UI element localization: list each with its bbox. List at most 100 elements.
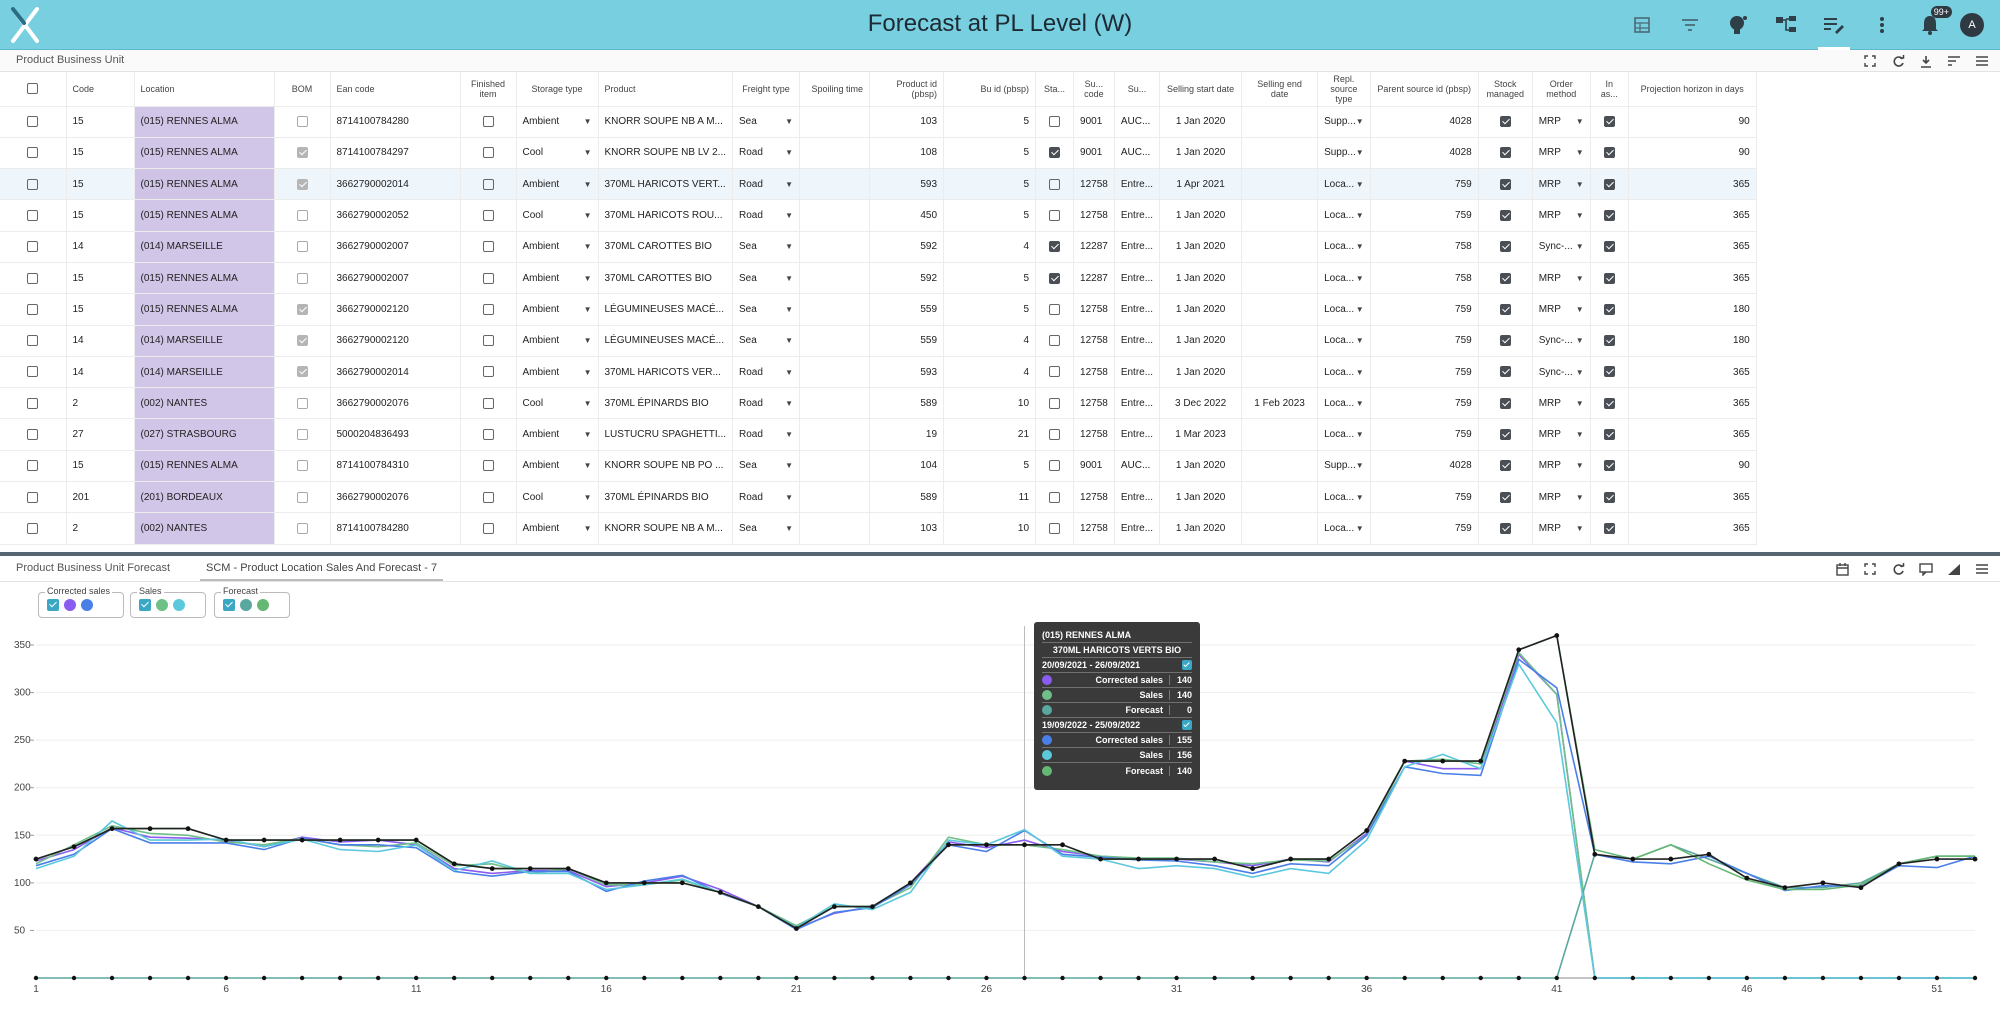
dropdown-arrow-icon[interactable]: ▼ xyxy=(1355,304,1364,314)
col-header[interactable]: Su... code xyxy=(1073,72,1115,107)
col-header[interactable]: Parent source id (pbsp) xyxy=(1370,72,1479,107)
cell-bom-checkbox[interactable] xyxy=(274,325,331,357)
checkbox[interactable] xyxy=(27,522,39,534)
checkbox[interactable] xyxy=(27,397,39,409)
checkbox[interactable] xyxy=(1049,209,1061,221)
row-select-checkbox[interactable] xyxy=(0,356,67,389)
cell-bom-checkbox[interactable] xyxy=(274,168,331,201)
checkbox[interactable] xyxy=(1499,460,1511,472)
row-select-checkbox[interactable] xyxy=(0,168,67,201)
dropdown-arrow-icon[interactable]: ▼ xyxy=(1575,367,1584,377)
checkbox[interactable] xyxy=(482,116,494,128)
checkbox[interactable] xyxy=(482,397,494,409)
row-select-checkbox[interactable] xyxy=(0,481,67,514)
col-header[interactable]: Sta... xyxy=(1035,72,1075,107)
dropdown-arrow-icon[interactable]: ▼ xyxy=(583,179,592,189)
dropdown-arrow-icon[interactable]: ▼ xyxy=(1575,430,1584,440)
checkbox[interactable] xyxy=(482,460,494,472)
cell-storage-type-dropdown[interactable]: Ambient ▼ xyxy=(516,512,599,545)
cell-finished-item-checkbox[interactable] xyxy=(460,199,517,232)
legend-group-forecast[interactable]: Forecast xyxy=(214,586,290,618)
table-row[interactable]: 15 (015) RENNES ALMA 3662790002052 Cool ▼ 370… xyxy=(0,199,1757,232)
cell-status-checkbox[interactable] xyxy=(1035,450,1075,483)
cell-freight-type-dropdown[interactable]: Sea ▼ xyxy=(732,262,801,295)
comment-icon[interactable] xyxy=(1918,561,1934,577)
dropdown-arrow-icon[interactable]: ▼ xyxy=(583,430,592,440)
legend-dot[interactable] xyxy=(156,599,168,611)
dropdown-arrow-icon[interactable]: ▼ xyxy=(583,524,592,533)
cell-status-checkbox[interactable] xyxy=(1035,325,1075,357)
legend-dot[interactable] xyxy=(240,599,252,611)
checkbox[interactable] xyxy=(482,178,494,190)
dropdown-arrow-icon[interactable]: ▼ xyxy=(785,492,794,502)
cell-repl-source-type-dropdown[interactable]: Loca... ▼ xyxy=(1317,356,1371,389)
cell-in-assortment-checkbox[interactable] xyxy=(1590,418,1629,451)
col-header[interactable]: Storage type xyxy=(516,72,599,107)
dropdown-arrow-icon[interactable]: ▼ xyxy=(1355,398,1364,408)
cell-in-assortment-checkbox[interactable] xyxy=(1590,356,1629,389)
checkbox[interactable] xyxy=(482,209,494,221)
menu-icon[interactable] xyxy=(1974,561,1990,577)
checkbox[interactable] xyxy=(296,522,308,534)
cell-in-assortment-checkbox[interactable] xyxy=(1590,387,1629,420)
col-header[interactable]: Stock managed xyxy=(1478,72,1533,107)
checkbox[interactable] xyxy=(1499,241,1511,253)
cell-stock-managed-checkbox[interactable] xyxy=(1478,450,1533,483)
legend-dot[interactable] xyxy=(64,599,76,611)
cell-order-method-dropdown[interactable]: MRP ▼ xyxy=(1532,418,1591,451)
checkbox[interactable] xyxy=(1603,429,1615,441)
cell-in-assortment-checkbox[interactable] xyxy=(1590,481,1629,514)
cell-storage-type-dropdown[interactable]: Ambient ▼ xyxy=(516,262,599,295)
dropdown-arrow-icon[interactable]: ▼ xyxy=(1355,461,1364,471)
checkbox[interactable] xyxy=(1499,397,1511,409)
checkbox[interactable] xyxy=(482,147,494,159)
checkbox[interactable] xyxy=(1049,460,1061,472)
cell-repl-source-type-dropdown[interactable]: Loca... ▼ xyxy=(1317,325,1371,357)
legend-checkbox[interactable] xyxy=(139,599,151,611)
cell-status-checkbox[interactable] xyxy=(1035,262,1075,295)
cell-status-checkbox[interactable] xyxy=(1035,293,1075,326)
user-avatar[interactable]: A xyxy=(1960,13,1984,37)
row-select-checkbox[interactable] xyxy=(0,325,67,357)
col-header[interactable]: Selling end date xyxy=(1241,72,1319,107)
dropdown-arrow-icon[interactable]: ▼ xyxy=(785,430,794,440)
cell-repl-source-type-dropdown[interactable]: Loca... ▼ xyxy=(1317,262,1371,295)
cell-storage-type-dropdown[interactable]: Cool ▼ xyxy=(516,481,599,514)
col-header[interactable]: Location xyxy=(134,72,275,107)
panel-splitter[interactable] xyxy=(0,552,2000,556)
checkbox[interactable] xyxy=(27,429,39,441)
cell-stock-managed-checkbox[interactable] xyxy=(1478,262,1533,295)
col-header[interactable]: Projection horizon in days xyxy=(1628,72,1757,107)
dropdown-arrow-icon[interactable]: ▼ xyxy=(1575,461,1584,471)
dropdown-arrow-icon[interactable]: ▼ xyxy=(1355,211,1364,221)
calendar-icon[interactable] xyxy=(1834,561,1850,577)
dropdown-arrow-icon[interactable]: ▼ xyxy=(1575,524,1584,533)
cell-order-method-dropdown[interactable]: MRP ▼ xyxy=(1532,199,1591,232)
checkbox[interactable] xyxy=(27,366,39,378)
dropdown-arrow-icon[interactable]: ▼ xyxy=(1575,148,1584,158)
dropdown-arrow-icon[interactable]: ▼ xyxy=(583,273,592,283)
checkbox[interactable] xyxy=(1499,522,1511,534)
checkbox[interactable] xyxy=(27,303,39,315)
table-row[interactable]: 15 (015) RENNES ALMA 3662790002007 Ambient ▼… xyxy=(0,262,1757,295)
cell-storage-type-dropdown[interactable]: Ambient ▼ xyxy=(516,168,599,201)
checkbox[interactable] xyxy=(296,429,308,441)
checkbox[interactable] xyxy=(27,209,39,221)
cell-order-method-dropdown[interactable]: MRP ▼ xyxy=(1532,387,1591,420)
cell-order-method-dropdown[interactable]: MRP ▼ xyxy=(1532,512,1591,545)
cell-in-assortment-checkbox[interactable] xyxy=(1590,168,1629,201)
dropdown-arrow-icon[interactable]: ▼ xyxy=(785,179,794,189)
cell-status-checkbox[interactable] xyxy=(1035,199,1075,232)
sort-icon[interactable] xyxy=(1946,53,1962,69)
dropdown-arrow-icon[interactable]: ▼ xyxy=(1575,336,1584,346)
cell-finished-item-checkbox[interactable] xyxy=(460,231,517,263)
cell-repl-source-type-dropdown[interactable]: Loca... ▼ xyxy=(1317,418,1371,451)
col-header[interactable]: Repl. source type xyxy=(1317,72,1371,107)
dropdown-arrow-icon[interactable]: ▼ xyxy=(785,336,794,346)
cell-freight-type-dropdown[interactable]: Road ▼ xyxy=(732,418,801,451)
cell-finished-item-checkbox[interactable] xyxy=(460,481,517,514)
checkbox[interactable] xyxy=(1603,241,1615,253)
cell-order-method-dropdown[interactable]: MRP ▼ xyxy=(1532,137,1591,170)
dropdown-arrow-icon[interactable]: ▼ xyxy=(785,304,794,314)
cell-stock-managed-checkbox[interactable] xyxy=(1478,231,1533,263)
